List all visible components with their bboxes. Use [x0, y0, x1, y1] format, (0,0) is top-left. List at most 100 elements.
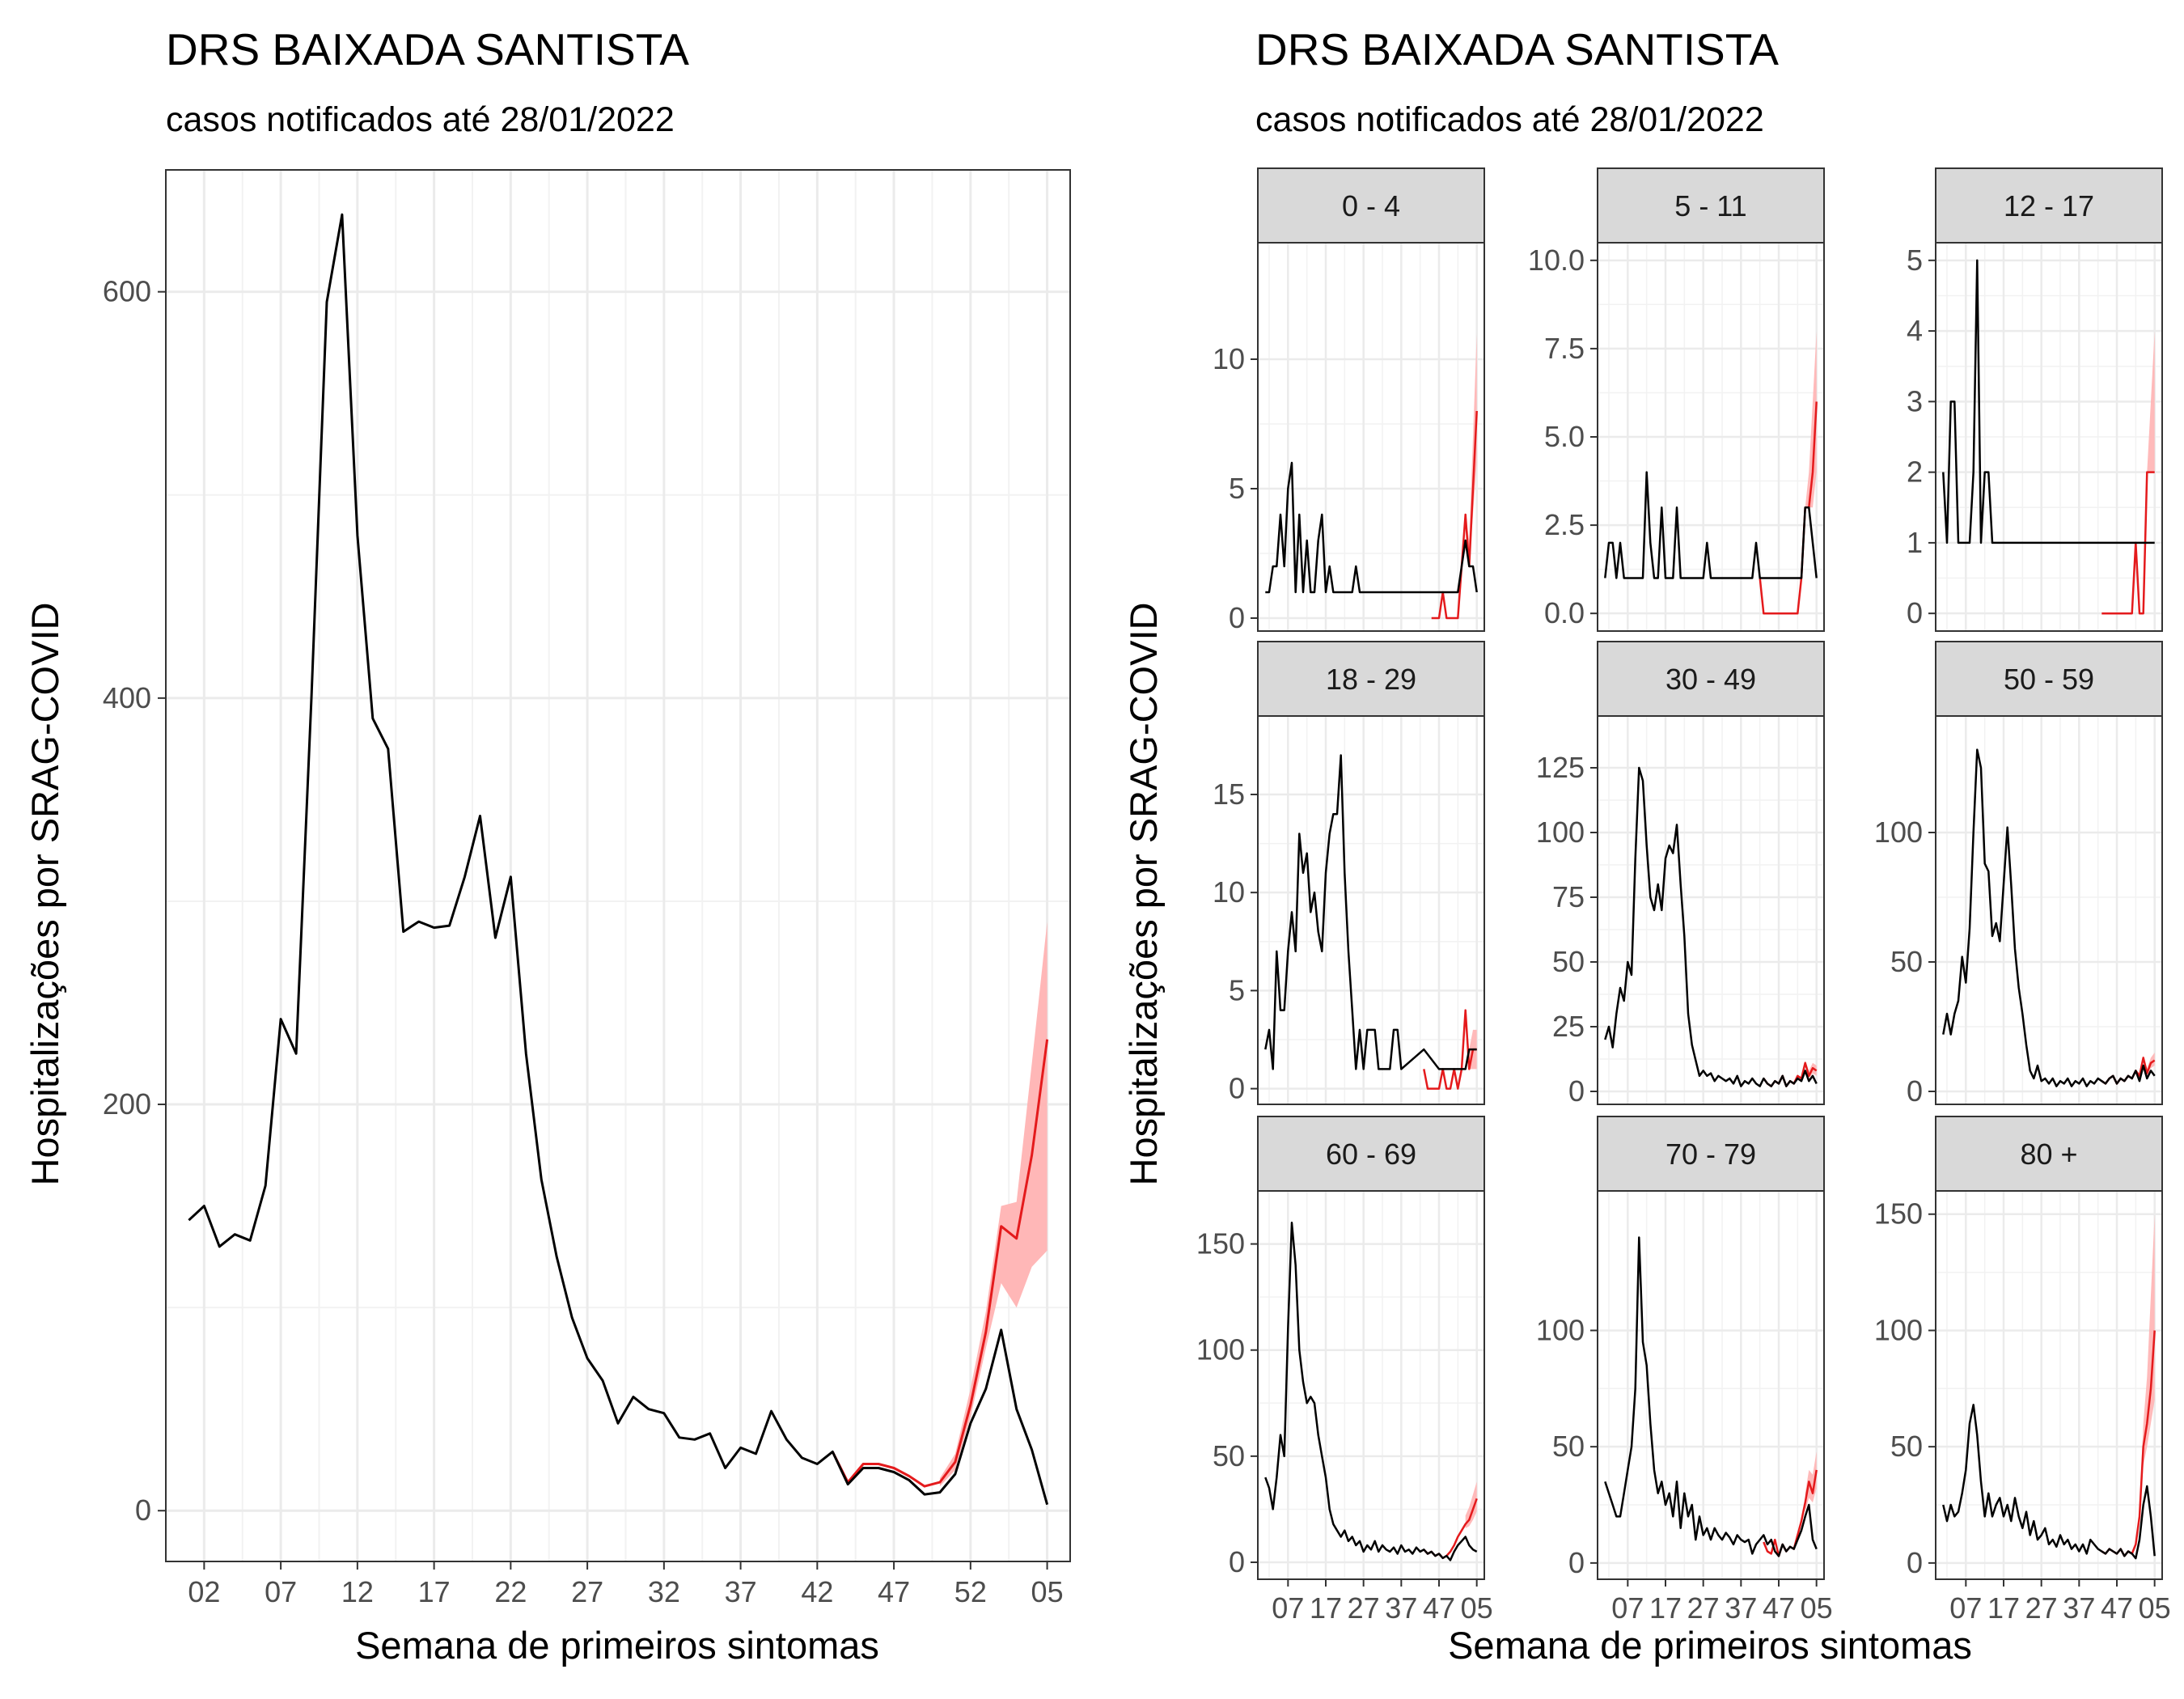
- left-x-tick-label: 05: [1031, 1575, 1064, 1608]
- facet-4-strip: [1597, 641, 1825, 717]
- facet-2-panel-border: [1935, 242, 2163, 632]
- facet-8-panel: [1936, 1191, 2162, 1579]
- left-x-tick-label: 47: [878, 1575, 910, 1608]
- facet-3-nowcast-line: [1423, 1009, 1477, 1090]
- left-x-tick-label: 12: [341, 1575, 374, 1608]
- facet-6-strip-label: 60 - 69: [1326, 1138, 1416, 1171]
- facet-7-strip-label: 70 - 79: [1666, 1138, 1756, 1171]
- facet-6-x-tick-label: 27: [1348, 1591, 1380, 1625]
- facet-3-y-tick-label: 0: [1229, 1072, 1245, 1105]
- facet-2-nowcast-interval-band: [2147, 331, 2155, 472]
- facet-2-nowcast-line: [2101, 471, 2155, 615]
- facet-4-observed-line: [1604, 766, 1818, 1087]
- facet-8-y-tick-label: 150: [1874, 1197, 1923, 1231]
- facet-1-panel-border: [1597, 242, 1825, 632]
- facet-7-x-tick-label: 37: [1725, 1591, 1757, 1625]
- left-x-tick-label: 27: [571, 1575, 603, 1608]
- facet-6-y-tick-label: 100: [1196, 1333, 1245, 1366]
- facet-6-x-tick-label: 47: [1423, 1591, 1455, 1625]
- facet-8-x-tick-label: 05: [2139, 1591, 2171, 1625]
- facet-8-panel-border: [1935, 1190, 2163, 1580]
- facet-8-y-tick-label: 100: [1874, 1313, 1923, 1346]
- facet-7-y-tick-label: 0: [1568, 1546, 1585, 1579]
- facet-5-observed-line: [1942, 748, 2156, 1087]
- facet-8-y-tick-label: 50: [1890, 1430, 1923, 1463]
- left-chart-subtitle: casos notificados até 28/01/2022: [166, 100, 675, 139]
- facet-6-x-tick-label: 07: [1272, 1591, 1304, 1625]
- facet-8-observed-line: [1942, 1404, 2156, 1560]
- facet-0-y-tick-label: 5: [1229, 472, 1245, 505]
- facet-2-strip: [1935, 167, 2163, 244]
- facet-1-y-tick-label: 5.0: [1544, 420, 1585, 453]
- left-plot-panel: [166, 170, 1070, 1561]
- left-x-tick-label: 32: [648, 1575, 680, 1608]
- facet-1-strip-label: 5 - 11: [1674, 189, 1746, 222]
- facet-4-y-tick-label: 100: [1536, 816, 1585, 849]
- facet-7-x-tick-label: 17: [1649, 1591, 1682, 1625]
- left-y-tick-label: 600: [103, 275, 151, 308]
- facet-2-observed-line: [1942, 259, 2155, 544]
- left-y-tick-label: 400: [103, 681, 151, 714]
- facet-2-y-tick-label: 5: [1907, 244, 1923, 277]
- facet-0-y-tick-label: 10: [1213, 342, 1245, 375]
- left-nowcast-line: [831, 1039, 1049, 1488]
- facet-8-x-tick-label: 27: [2025, 1591, 2058, 1625]
- facet-5-y-tick-label: 100: [1874, 816, 1923, 849]
- facet-4-y-tick-label: 75: [1552, 880, 1585, 913]
- left-observed-line: [188, 213, 1049, 1506]
- facet-7-x-tick-label: 05: [1801, 1591, 1833, 1625]
- facet-3-strip: [1257, 641, 1485, 717]
- facet-4-y-tick-label: 0: [1568, 1074, 1585, 1108]
- facet-4-y-tick-label: 25: [1552, 1010, 1585, 1043]
- facet-1-strip: [1597, 167, 1825, 244]
- facet-6-y-tick-label: 50: [1213, 1439, 1245, 1472]
- facet-8-x-tick-label: 07: [1949, 1591, 1982, 1625]
- facet-2-y-tick-label: 4: [1907, 314, 1923, 347]
- facet-5-panel: [1936, 716, 2162, 1104]
- left-plot-border: [165, 169, 1071, 1562]
- facet-2-y-tick-label: 3: [1907, 384, 1923, 417]
- facet-2-strip-label: 12 - 17: [2004, 189, 2094, 222]
- right-chart-y-axis-title: Hospitalizações por SRAG-COVID: [1122, 603, 1165, 1186]
- facet-0-strip-label: 0 - 4: [1342, 189, 1400, 222]
- left-x-tick-label: 17: [418, 1575, 451, 1608]
- facet-6-panel-border: [1257, 1190, 1485, 1580]
- facet-6-y-tick-label: 0: [1229, 1545, 1245, 1578]
- facet-2-y-tick-label: 1: [1907, 526, 1923, 559]
- facet-0-strip: [1257, 167, 1485, 244]
- left-chart-x-axis-title: Semana de primeiros sintomas: [355, 1624, 879, 1667]
- facet-4-y-tick-label: 125: [1536, 751, 1585, 784]
- facet-1-y-tick-label: 10.0: [1528, 244, 1585, 277]
- left-x-tick-label: 07: [265, 1575, 297, 1608]
- facet-3-observed-line: [1264, 754, 1477, 1070]
- facet-8-x-tick-label: 17: [1987, 1591, 2020, 1625]
- left-y-tick-label: 0: [135, 1494, 151, 1527]
- facet-4-panel-border: [1597, 715, 1825, 1105]
- facet-6-strip: [1257, 1116, 1485, 1192]
- right-chart-x-axis-title: Semana de primeiros sintomas: [1448, 1624, 1972, 1667]
- facet-0-y-tick-label: 0: [1229, 601, 1245, 634]
- facet-4-strip-label: 30 - 49: [1666, 663, 1756, 696]
- facet-1-y-tick-label: 7.5: [1544, 332, 1585, 365]
- facet-6-nowcast-interval-band: [1465, 1481, 1477, 1528]
- facet-5-y-tick-label: 50: [1890, 945, 1923, 978]
- facet-7-observed-line: [1604, 1236, 1818, 1557]
- right-chart-subtitle: casos notificados até 28/01/2022: [1255, 100, 1764, 139]
- facet-7-y-tick-label: 100: [1536, 1313, 1585, 1346]
- facet-8-strip-label: 80 +: [2020, 1138, 2077, 1171]
- facet-0-observed-line: [1265, 461, 1478, 594]
- facet-3-panel-border: [1257, 715, 1485, 1105]
- facet-7-nowcast-interval-band: [1805, 1451, 1817, 1512]
- right-chart-title: DRS BAIXADA SANTISTA: [1255, 24, 1779, 74]
- facet-3-strip-label: 18 - 29: [1326, 663, 1416, 696]
- facet-1-y-tick-label: 0.0: [1544, 596, 1585, 629]
- left-chart-plot: 0 200 400 600 02 07 12 17 22 27 32 37 42 47 52 05: [103, 169, 1071, 1608]
- left-y-tick-label: 200: [103, 1087, 151, 1121]
- facet-2-y-tick-label: 0: [1907, 596, 1923, 629]
- left-x-tick-label: 37: [725, 1575, 757, 1608]
- facet-5-strip-label: 50 - 59: [2004, 663, 2094, 696]
- facet-3-y-tick-label: 10: [1213, 875, 1245, 909]
- left-x-tick-label: 22: [494, 1575, 527, 1608]
